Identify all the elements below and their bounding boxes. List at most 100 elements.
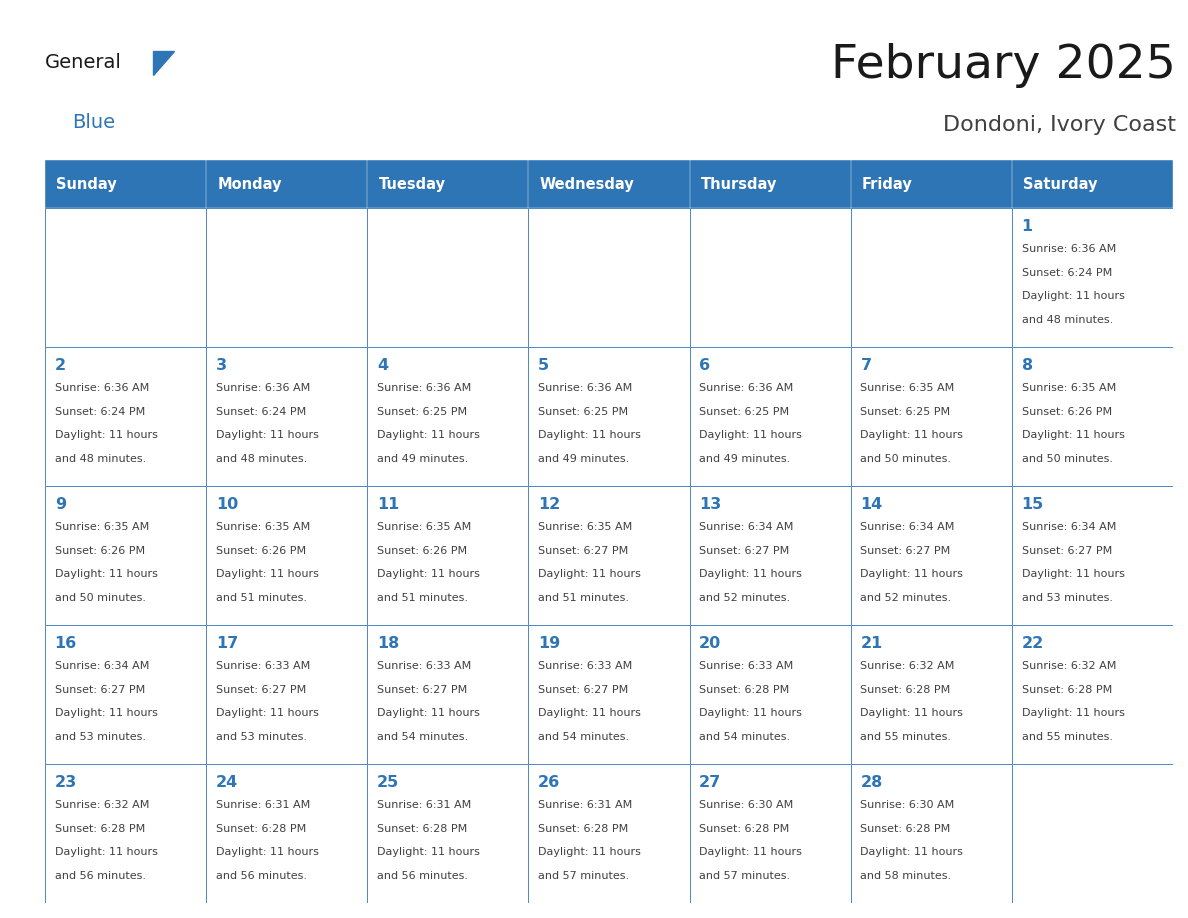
FancyBboxPatch shape (45, 625, 207, 764)
FancyBboxPatch shape (207, 625, 367, 764)
Text: and 55 minutes.: and 55 minutes. (1022, 732, 1112, 742)
Text: Sunday: Sunday (56, 176, 118, 192)
Text: 26: 26 (538, 775, 561, 790)
Text: and 56 minutes.: and 56 minutes. (216, 871, 307, 881)
FancyBboxPatch shape (851, 625, 1012, 764)
Text: and 56 minutes.: and 56 minutes. (55, 871, 146, 881)
FancyBboxPatch shape (529, 347, 689, 486)
Text: Thursday: Thursday (701, 176, 777, 192)
Text: 23: 23 (55, 775, 77, 790)
Text: 1: 1 (1022, 219, 1032, 234)
Text: Daylight: 11 hours: Daylight: 11 hours (1022, 709, 1124, 719)
FancyBboxPatch shape (45, 486, 207, 625)
Text: Sunrise: 6:34 AM: Sunrise: 6:34 AM (1022, 522, 1116, 532)
Text: and 56 minutes.: and 56 minutes. (377, 871, 468, 881)
FancyBboxPatch shape (689, 160, 851, 208)
Text: 18: 18 (377, 636, 399, 651)
Text: Sunset: 6:24 PM: Sunset: 6:24 PM (216, 407, 307, 417)
Text: Blue: Blue (72, 113, 115, 131)
Text: and 48 minutes.: and 48 minutes. (55, 454, 146, 464)
Text: Sunset: 6:28 PM: Sunset: 6:28 PM (700, 685, 790, 695)
Text: Sunrise: 6:31 AM: Sunrise: 6:31 AM (377, 800, 472, 811)
Text: Sunrise: 6:36 AM: Sunrise: 6:36 AM (55, 383, 148, 393)
Text: Daylight: 11 hours: Daylight: 11 hours (1022, 291, 1124, 301)
FancyBboxPatch shape (207, 764, 367, 903)
FancyBboxPatch shape (207, 160, 367, 208)
Text: Sunset: 6:28 PM: Sunset: 6:28 PM (1022, 685, 1112, 695)
Text: February 2025: February 2025 (832, 43, 1176, 88)
Text: 28: 28 (860, 775, 883, 790)
Text: Sunrise: 6:33 AM: Sunrise: 6:33 AM (700, 661, 794, 671)
Text: Sunset: 6:25 PM: Sunset: 6:25 PM (538, 407, 628, 417)
Text: 10: 10 (216, 498, 238, 512)
Text: and 49 minutes.: and 49 minutes. (700, 454, 790, 464)
Text: Sunset: 6:25 PM: Sunset: 6:25 PM (377, 407, 467, 417)
Text: Sunrise: 6:34 AM: Sunrise: 6:34 AM (860, 522, 955, 532)
Text: Sunrise: 6:35 AM: Sunrise: 6:35 AM (860, 383, 955, 393)
Text: and 53 minutes.: and 53 minutes. (55, 732, 146, 742)
FancyBboxPatch shape (851, 764, 1012, 903)
Text: and 51 minutes.: and 51 minutes. (377, 593, 468, 603)
Text: Sunrise: 6:36 AM: Sunrise: 6:36 AM (1022, 244, 1116, 254)
Text: Daylight: 11 hours: Daylight: 11 hours (55, 569, 158, 579)
Text: and 52 minutes.: and 52 minutes. (700, 593, 790, 603)
Text: 5: 5 (538, 358, 549, 373)
Text: and 54 minutes.: and 54 minutes. (377, 732, 468, 742)
Text: Daylight: 11 hours: Daylight: 11 hours (377, 709, 480, 719)
Text: and 55 minutes.: and 55 minutes. (860, 732, 952, 742)
FancyBboxPatch shape (367, 347, 529, 486)
Text: Sunrise: 6:30 AM: Sunrise: 6:30 AM (700, 800, 794, 811)
Text: Sunset: 6:28 PM: Sunset: 6:28 PM (538, 823, 628, 834)
FancyBboxPatch shape (45, 764, 207, 903)
Text: Sunset: 6:27 PM: Sunset: 6:27 PM (538, 546, 628, 555)
Text: and 50 minutes.: and 50 minutes. (55, 593, 146, 603)
Text: Daylight: 11 hours: Daylight: 11 hours (1022, 431, 1124, 441)
FancyBboxPatch shape (1012, 347, 1173, 486)
Text: Wednesday: Wednesday (539, 176, 634, 192)
Text: Sunset: 6:26 PM: Sunset: 6:26 PM (377, 546, 467, 555)
Text: Sunset: 6:27 PM: Sunset: 6:27 PM (1022, 546, 1112, 555)
Text: Sunset: 6:28 PM: Sunset: 6:28 PM (377, 823, 467, 834)
Text: Sunset: 6:26 PM: Sunset: 6:26 PM (55, 546, 145, 555)
FancyBboxPatch shape (367, 625, 529, 764)
FancyBboxPatch shape (851, 208, 1012, 347)
Text: Daylight: 11 hours: Daylight: 11 hours (860, 709, 963, 719)
Text: Sunrise: 6:36 AM: Sunrise: 6:36 AM (377, 383, 472, 393)
Text: Sunset: 6:24 PM: Sunset: 6:24 PM (55, 407, 145, 417)
FancyBboxPatch shape (851, 347, 1012, 486)
Text: Daylight: 11 hours: Daylight: 11 hours (216, 431, 318, 441)
FancyBboxPatch shape (529, 486, 689, 625)
FancyBboxPatch shape (45, 160, 207, 208)
FancyBboxPatch shape (529, 208, 689, 347)
FancyBboxPatch shape (529, 625, 689, 764)
Text: 9: 9 (55, 498, 65, 512)
Text: and 48 minutes.: and 48 minutes. (1022, 315, 1113, 325)
Text: Daylight: 11 hours: Daylight: 11 hours (216, 569, 318, 579)
FancyBboxPatch shape (689, 764, 851, 903)
FancyBboxPatch shape (367, 160, 529, 208)
Text: 17: 17 (216, 636, 238, 651)
Text: 19: 19 (538, 636, 561, 651)
Text: 16: 16 (55, 636, 77, 651)
Text: and 50 minutes.: and 50 minutes. (1022, 454, 1112, 464)
Text: 22: 22 (1022, 636, 1044, 651)
Text: Friday: Friday (862, 176, 912, 192)
Text: Monday: Monday (217, 176, 282, 192)
Text: Saturday: Saturday (1023, 176, 1098, 192)
FancyBboxPatch shape (851, 486, 1012, 625)
Text: Daylight: 11 hours: Daylight: 11 hours (538, 431, 642, 441)
Text: General: General (45, 53, 122, 73)
Text: Sunset: 6:27 PM: Sunset: 6:27 PM (55, 685, 145, 695)
Text: Daylight: 11 hours: Daylight: 11 hours (377, 847, 480, 857)
FancyBboxPatch shape (367, 486, 529, 625)
Text: and 57 minutes.: and 57 minutes. (538, 871, 630, 881)
Text: Daylight: 11 hours: Daylight: 11 hours (1022, 569, 1124, 579)
Text: and 51 minutes.: and 51 minutes. (538, 593, 630, 603)
Text: 8: 8 (1022, 358, 1032, 373)
Text: 20: 20 (700, 636, 721, 651)
FancyBboxPatch shape (529, 764, 689, 903)
Text: Sunset: 6:27 PM: Sunset: 6:27 PM (700, 546, 790, 555)
Text: and 48 minutes.: and 48 minutes. (216, 454, 307, 464)
Text: Sunrise: 6:36 AM: Sunrise: 6:36 AM (538, 383, 632, 393)
Text: Sunrise: 6:33 AM: Sunrise: 6:33 AM (216, 661, 310, 671)
